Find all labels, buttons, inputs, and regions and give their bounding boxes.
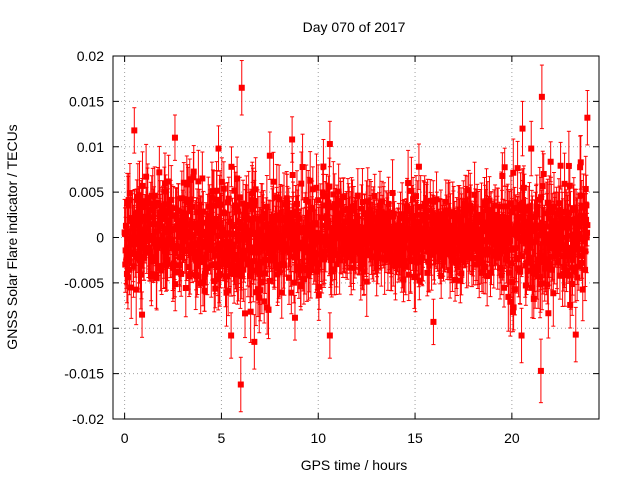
data-point [247,280,254,343]
data-point [186,158,193,200]
x-tick-label: 0 [121,430,129,446]
data-point [242,288,249,339]
data-point [265,280,272,340]
y-tick-label: -0.02 [72,411,104,427]
data-point [299,133,306,201]
data-point [291,294,298,341]
data-point [171,114,178,161]
x-tick-label: 10 [310,430,326,446]
data-point [218,157,225,207]
data-point [289,116,296,163]
data-point [545,287,552,339]
data-point [405,149,412,217]
data-point [215,125,222,172]
data-point [518,307,525,364]
chart-title: Day 070 of 2017 [303,19,406,35]
data-point [139,291,146,338]
y-tick-label: -0.01 [72,320,104,336]
data-point [228,146,235,188]
data-point [537,338,544,404]
y-tick-label: -0.015 [64,366,104,382]
data-point [584,89,591,146]
data-point [228,312,235,359]
x-tick-label: 20 [504,430,520,446]
data-point [584,203,591,247]
y-tick-label: 0.02 [77,48,104,64]
data-series [121,60,591,413]
data-point [131,107,138,154]
data-point [519,100,526,157]
data-point [430,298,437,346]
y-tick-label: 0.005 [69,184,104,200]
data-point [415,143,422,190]
x-tick-label: 15 [407,430,423,446]
y-tick-label: 0 [96,230,104,246]
data-point [577,135,584,190]
y-tick-label: 0.015 [69,93,104,109]
data-point [557,141,564,190]
data-point [251,314,258,370]
data-point [238,60,245,116]
data-point [148,242,155,307]
y-tick-label: 0.01 [77,139,104,155]
data-point [528,120,535,177]
data-point [326,312,333,359]
y-tick-label: -0.005 [64,275,104,291]
x-axis-label: GPS time / hours [301,457,408,473]
data-point [237,356,244,413]
data-point [514,140,521,196]
data-point [572,306,579,363]
x-tick-label: 5 [218,430,226,446]
data-point [266,131,273,180]
data-point [538,64,545,130]
y-axis-label: GNSS Solar Flare indicator / TECUs [4,124,20,349]
data-point [326,120,333,168]
axis-ticks: -0.02 -0.015 -0.01 -0.005 0 0.005 0.01 0.015 0.0… [64,48,599,446]
